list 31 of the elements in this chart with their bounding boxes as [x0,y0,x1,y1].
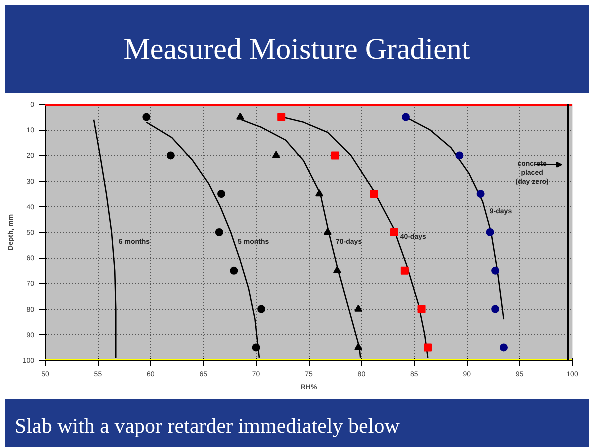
point [354,343,363,350]
point [166,152,175,160]
point [400,266,409,275]
point [333,266,342,274]
point [236,112,244,120]
point [258,305,266,314]
point [402,113,410,122]
point [252,344,260,352]
point [215,228,224,236]
point [500,344,508,352]
point [142,113,151,122]
point [486,228,494,236]
point [370,190,378,198]
point [456,152,464,160]
chart-title: Measured Moisture Gradient [124,32,470,68]
point [272,151,280,158]
point [424,344,432,352]
point [492,266,500,275]
point [331,152,340,160]
point [390,228,398,236]
point [354,304,363,312]
point [278,113,286,122]
point [324,228,332,236]
point [218,190,226,198]
point [316,190,324,197]
line-series [93,119,117,359]
point [492,305,500,314]
text: Slab with a vapor retarder immediately below [15,413,400,440]
point [230,266,238,275]
point [476,190,485,198]
point [418,305,426,314]
